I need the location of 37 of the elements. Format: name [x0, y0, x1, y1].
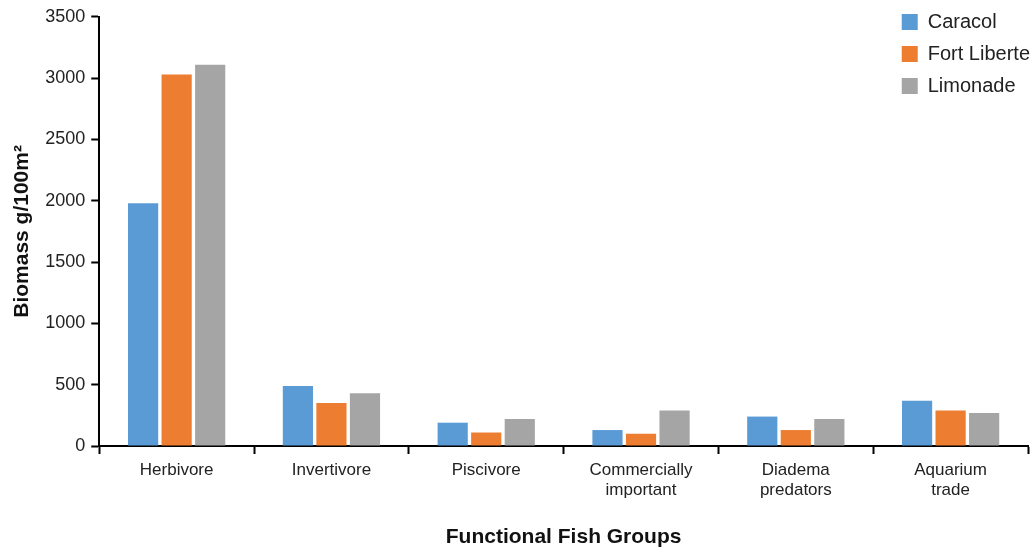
y-tick-label: 500 [55, 373, 86, 394]
x-tick-label: Diadema predators [759, 459, 832, 500]
legend-label: Limonade [927, 73, 1016, 96]
bar [901, 400, 933, 446]
bar [349, 393, 381, 446]
bar [747, 416, 778, 446]
x-tick-label: Aquarium trade [914, 459, 987, 500]
y-tick-label: 0 [75, 434, 86, 455]
bar [969, 412, 1000, 446]
bar [128, 203, 159, 446]
legend-label: Caracol [927, 9, 997, 32]
bar [625, 433, 657, 446]
bar [504, 419, 535, 446]
y-tick-label: 3500 [45, 5, 86, 26]
bar [161, 74, 192, 446]
x-tick-label: Commercially important [589, 459, 693, 500]
x-tick-label: Invertivore [291, 459, 372, 479]
x-tick-label: Herbivore [139, 459, 214, 479]
bar [935, 410, 966, 446]
y-tick-label: 3000 [45, 67, 86, 88]
bar [814, 419, 845, 446]
bar [659, 410, 690, 446]
y-tick-label: 2000 [45, 189, 86, 210]
bar [282, 385, 313, 446]
x-axis-title: Functional Fish Groups [445, 524, 682, 548]
y-tick-label: 2500 [45, 128, 86, 149]
bar [780, 430, 811, 446]
y-axis-title: Biomass g/100m² [9, 145, 33, 318]
x-tick-label: Piscivore [451, 459, 521, 479]
bar [437, 422, 468, 446]
y-tick-label: 1500 [45, 251, 86, 272]
bar [592, 430, 623, 446]
legend-label: Fort Liberte [927, 41, 1030, 64]
bar [316, 403, 347, 446]
bar [195, 64, 226, 446]
bar [471, 432, 502, 446]
y-tick-label: 1000 [45, 312, 86, 333]
